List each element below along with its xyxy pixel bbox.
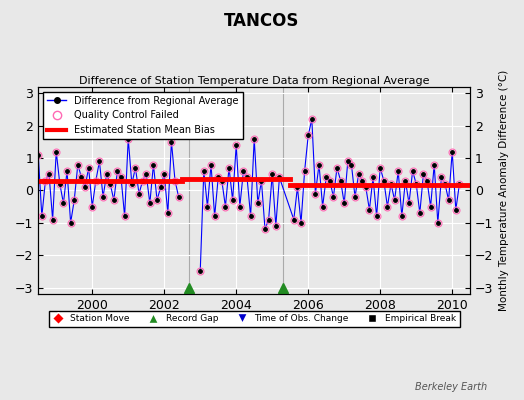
Legend: Station Move, Record Gap, Time of Obs. Change, Empirical Break: Station Move, Record Gap, Time of Obs. C… <box>49 311 460 327</box>
Title: Difference of Station Temperature Data from Regional Average: Difference of Station Temperature Data f… <box>79 76 430 86</box>
Y-axis label: Monthly Temperature Anomaly Difference (°C): Monthly Temperature Anomaly Difference (… <box>499 70 509 311</box>
Text: Berkeley Earth: Berkeley Earth <box>415 382 487 392</box>
Text: TANCOS: TANCOS <box>224 12 300 30</box>
